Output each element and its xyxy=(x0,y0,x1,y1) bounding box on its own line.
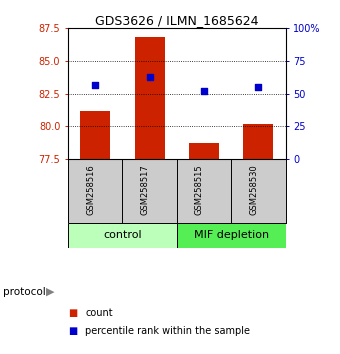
Title: GDS3626 / ILMN_1685624: GDS3626 / ILMN_1685624 xyxy=(95,14,258,27)
Text: ■: ■ xyxy=(68,326,77,336)
Point xyxy=(147,74,152,80)
Point xyxy=(92,82,98,87)
Text: count: count xyxy=(85,308,113,318)
Text: GSM258530: GSM258530 xyxy=(250,164,258,215)
Point xyxy=(201,88,207,94)
Text: control: control xyxy=(103,230,142,240)
Bar xyxy=(177,223,286,248)
Text: GSM258515: GSM258515 xyxy=(195,164,204,215)
Text: GSM258517: GSM258517 xyxy=(141,164,150,215)
Bar xyxy=(135,38,165,159)
Text: GSM258516: GSM258516 xyxy=(86,164,95,215)
Point xyxy=(256,84,261,90)
Bar xyxy=(189,143,219,159)
Bar xyxy=(68,223,177,248)
Text: MIF depletion: MIF depletion xyxy=(194,230,269,240)
Text: ■: ■ xyxy=(68,308,77,318)
Bar xyxy=(243,124,273,159)
Text: ▶: ▶ xyxy=(46,287,54,297)
Text: percentile rank within the sample: percentile rank within the sample xyxy=(85,326,250,336)
Text: protocol: protocol xyxy=(3,287,46,297)
Bar xyxy=(80,111,110,159)
